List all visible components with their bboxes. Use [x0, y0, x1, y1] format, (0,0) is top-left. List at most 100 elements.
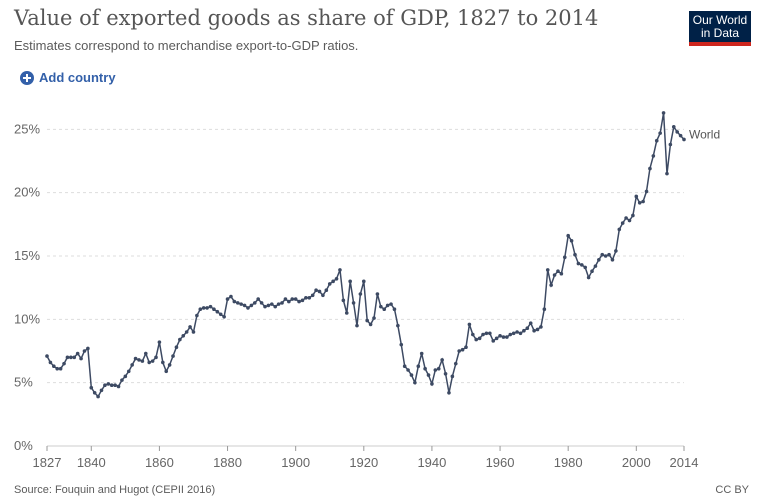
license-link[interactable]: CC BY	[715, 484, 749, 496]
data-point[interactable]	[72, 355, 77, 360]
data-point[interactable]	[416, 364, 421, 369]
data-point[interactable]	[324, 288, 329, 293]
data-point[interactable]	[440, 358, 444, 362]
data-point[interactable]	[368, 322, 373, 327]
data-point[interactable]	[123, 374, 128, 379]
data-point[interactable]	[573, 252, 577, 257]
data-point[interactable]	[430, 382, 434, 386]
data-point[interactable]	[484, 331, 489, 336]
data-point[interactable]	[355, 323, 359, 328]
data-point[interactable]	[239, 302, 243, 306]
data-point[interactable]	[678, 133, 683, 138]
data-point[interactable]	[167, 363, 172, 367]
data-point[interactable]	[583, 265, 588, 270]
data-point[interactable]	[137, 358, 141, 362]
data-point[interactable]	[218, 312, 223, 317]
data-point[interactable]	[130, 363, 134, 367]
data-point[interactable]	[235, 301, 240, 305]
data-point[interactable]	[617, 227, 622, 232]
data-point[interactable]	[392, 307, 397, 312]
data-point[interactable]	[79, 356, 83, 361]
data-point[interactable]	[171, 354, 175, 358]
data-point[interactable]	[317, 289, 322, 294]
data-point[interactable]	[181, 334, 186, 338]
data-point[interactable]	[539, 325, 543, 329]
data-point[interactable]	[198, 307, 203, 312]
data-point[interactable]	[467, 322, 472, 327]
data-point[interactable]	[45, 354, 49, 358]
data-point[interactable]	[382, 307, 387, 312]
data-point[interactable]	[82, 349, 87, 353]
data-point[interactable]	[436, 366, 441, 371]
data-point[interactable]	[113, 383, 117, 388]
data-point[interactable]	[225, 297, 230, 301]
data-point[interactable]	[293, 297, 298, 301]
data-point[interactable]	[576, 261, 581, 266]
data-point[interactable]	[321, 293, 325, 298]
data-point[interactable]	[109, 383, 114, 388]
data-point[interactable]	[348, 279, 352, 284]
data-point[interactable]	[443, 372, 448, 376]
our-world-in-data-logo[interactable]: Our World in Data	[689, 11, 751, 46]
data-point[interactable]	[208, 304, 213, 309]
data-point[interactable]	[266, 303, 271, 308]
data-point[interactable]	[161, 360, 165, 365]
data-point[interactable]	[620, 221, 625, 225]
data-point[interactable]	[191, 330, 196, 334]
data-point[interactable]	[409, 373, 414, 377]
data-point[interactable]	[215, 309, 220, 314]
data-point[interactable]	[92, 391, 97, 395]
data-point[interactable]	[614, 249, 618, 253]
data-point[interactable]	[542, 307, 547, 312]
data-point[interactable]	[552, 273, 557, 277]
data-point[interactable]	[474, 337, 479, 342]
data-point[interactable]	[471, 332, 475, 337]
data-point[interactable]	[86, 346, 90, 351]
data-point[interactable]	[361, 279, 366, 284]
data-point[interactable]	[358, 292, 363, 296]
data-point[interactable]	[62, 361, 66, 366]
data-point[interactable]	[508, 332, 513, 337]
data-point[interactable]	[671, 125, 676, 129]
data-point[interactable]	[201, 306, 206, 310]
data-point[interactable]	[300, 298, 305, 303]
data-point[interactable]	[96, 394, 100, 399]
data-point[interactable]	[515, 330, 519, 334]
data-point[interactable]	[501, 335, 506, 339]
data-point[interactable]	[597, 258, 601, 262]
data-point[interactable]	[232, 299, 237, 304]
data-point[interactable]	[106, 382, 111, 386]
data-point[interactable]	[654, 138, 659, 143]
data-point[interactable]	[402, 364, 407, 369]
data-point[interactable]	[637, 201, 642, 205]
data-point[interactable]	[419, 351, 424, 356]
data-point[interactable]	[634, 194, 639, 199]
data-point[interactable]	[242, 303, 247, 308]
data-point[interactable]	[477, 336, 482, 341]
data-point[interactable]	[433, 368, 438, 372]
data-point[interactable]	[334, 277, 339, 281]
data-point[interactable]	[280, 301, 284, 305]
data-point[interactable]	[624, 216, 628, 220]
data-point[interactable]	[184, 330, 189, 334]
data-point[interactable]	[525, 326, 530, 331]
data-point[interactable]	[399, 342, 404, 347]
data-point[interactable]	[246, 306, 250, 310]
data-point[interactable]	[252, 301, 257, 305]
data-point[interactable]	[569, 239, 574, 243]
data-point[interactable]	[58, 366, 63, 371]
data-point[interactable]	[658, 131, 662, 135]
data-point[interactable]	[263, 304, 267, 309]
data-point[interactable]	[256, 297, 260, 301]
data-point[interactable]	[140, 359, 145, 363]
data-point[interactable]	[178, 337, 182, 342]
data-point[interactable]	[600, 252, 605, 257]
data-point[interactable]	[147, 360, 151, 365]
data-point[interactable]	[283, 297, 288, 301]
data-point[interactable]	[304, 296, 308, 300]
data-point[interactable]	[511, 331, 516, 336]
data-point[interactable]	[116, 384, 121, 389]
data-point[interactable]	[99, 388, 104, 393]
data-point[interactable]	[528, 321, 533, 325]
data-point[interactable]	[593, 264, 598, 268]
